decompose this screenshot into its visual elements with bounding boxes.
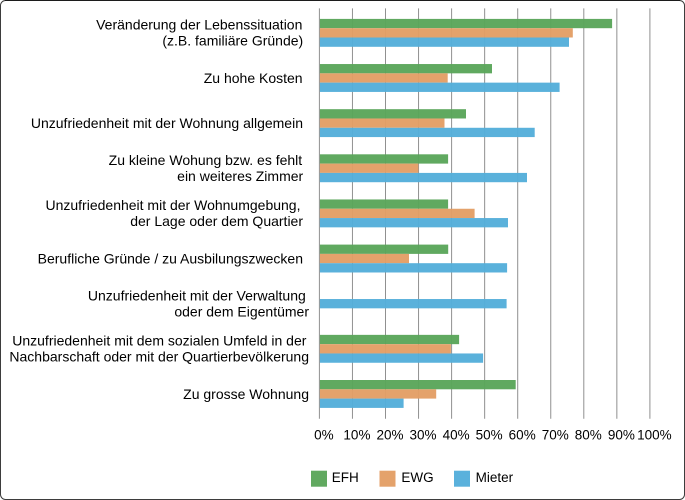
svg-text:Zu hohe Kosten: Zu hohe Kosten	[204, 70, 303, 86]
svg-text:Unzufriedenheit mit der Wohnum: Unzufriedenheit mit der Wohnumgebung,	[45, 197, 300, 213]
svg-text:EWG: EWG	[401, 470, 433, 485]
svg-text:EFH: EFH	[332, 470, 359, 485]
svg-text:oder dem Eigentümer: oder dem Eigentümer	[174, 303, 309, 319]
svg-text:Zu grosse Wohnung: Zu grosse Wohnung	[183, 386, 309, 402]
svg-text:Veränderung der Lebenssituatio: Veränderung der Lebenssituation	[96, 17, 302, 33]
svg-text:Mieter: Mieter	[476, 470, 514, 485]
svg-text:(z.B. familiäre Gründe): (z.B. familiäre Gründe)	[162, 33, 303, 49]
svg-text:80%: 80%	[575, 428, 602, 443]
svg-text:40%: 40%	[443, 428, 470, 443]
svg-text:Unzufriedenheit mit der Wohnun: Unzufriedenheit mit der Wohnung allgemei…	[31, 115, 303, 131]
svg-text:10%: 10%	[343, 428, 370, 443]
svg-text:0%: 0%	[314, 428, 334, 443]
svg-text:70%: 70%	[542, 428, 569, 443]
svg-text:100%: 100%	[637, 428, 672, 443]
svg-text:Berufliche Gründe / zu Ausbilu: Berufliche Gründe / zu Ausbilungszwecken	[38, 250, 303, 266]
svg-text:50%: 50%	[476, 428, 503, 443]
svg-text:Nachbarschaft oder mit der Qua: Nachbarschaft oder mit der Quartierbevöl…	[9, 349, 309, 365]
svg-text:ein weiteres Zimmer: ein weiteres Zimmer	[177, 168, 303, 184]
svg-text:30%: 30%	[410, 428, 437, 443]
svg-text:Zu kleine Wohung bzw. es fehlt: Zu kleine Wohung bzw. es fehlt	[109, 152, 303, 168]
svg-text:20%: 20%	[376, 428, 403, 443]
svg-text:Unzufriedenheit mit der Verwal: Unzufriedenheit mit der Verwaltung	[88, 287, 306, 303]
svg-text:90%: 90%	[608, 428, 635, 443]
svg-text:60%: 60%	[509, 428, 536, 443]
svg-text:Unzufriedenheit mit dem sozial: Unzufriedenheit mit dem sozialen Umfeld …	[12, 333, 306, 349]
svg-text:der Lage oder dem Quartier: der Lage oder dem Quartier	[130, 213, 303, 229]
